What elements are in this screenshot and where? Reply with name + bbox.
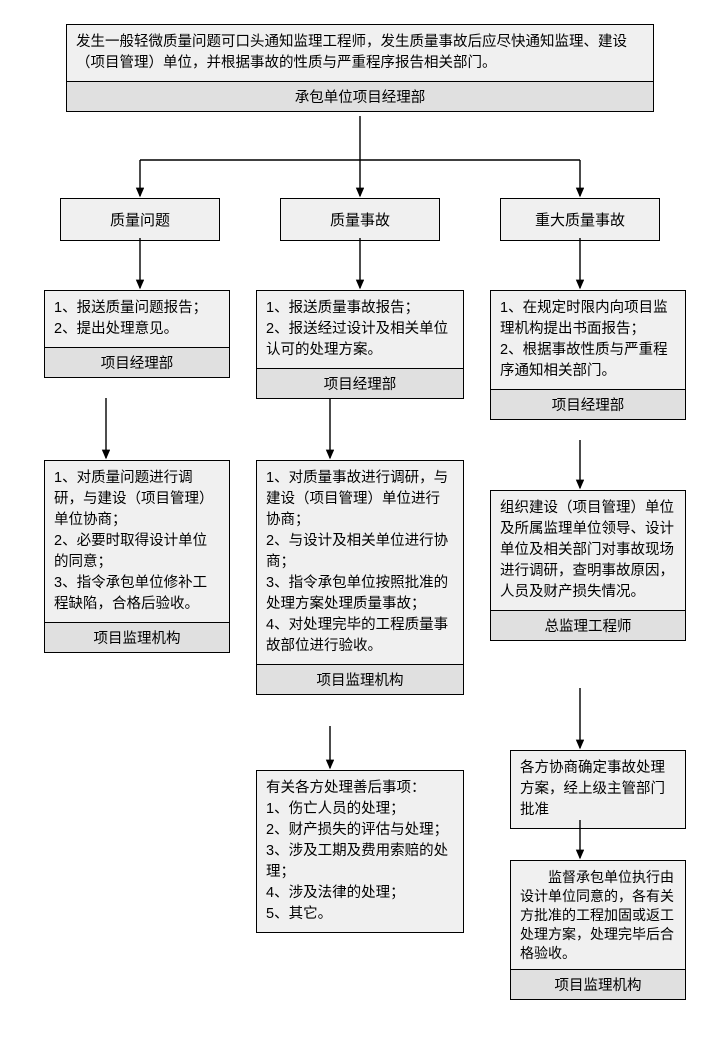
branch-left-title: 质量问题 [60,198,220,241]
right-step1: 1、在规定时限内向项目监理机构提出书面报告；2、根据事故性质与严重程序通知相关部… [490,290,686,420]
left-step1-text: 1、报送质量问题报告；2、提出处理意见。 [45,291,229,347]
root-box: 发生一般轻微质量问题可口头通知监理工程师，发生质量事故后应尽快通知监理、建设（项… [66,24,654,112]
branch-right-title: 重大质量事故 [500,198,660,241]
mid-step3: 有关各方处理善后事项：1、伤亡人员的处理；2、财产损失的评估与处理；3、涉及工期… [256,770,464,933]
left-step2-footer: 项目监理机构 [45,622,229,652]
mid-step1-text: 1、报送质量事故报告；2、报送经过设计及相关单位认可的处理方案。 [257,291,463,368]
mid-step2-text: 1、对质量事故进行调研，与建设（项目管理）单位进行协商；2、与设计及相关单位进行… [257,461,463,664]
right-step1-footer: 项目经理部 [491,389,685,419]
right-step4: 监督承包单位执行由设计单位同意的，各有关方批准的工程加固或返工处理方案，处理完毕… [510,860,686,1000]
mid-step1: 1、报送质量事故报告；2、报送经过设计及相关单位认可的处理方案。 项目经理部 [256,290,464,399]
branch-mid-title: 质量事故 [280,198,440,241]
root-footer: 承包单位项目经理部 [67,81,653,111]
root-text: 发生一般轻微质量问题可口头通知监理工程师，发生质量事故后应尽快通知监理、建设（项… [67,25,653,81]
mid-step3-text: 有关各方处理善后事项：1、伤亡人员的处理；2、财产损失的评估与处理；3、涉及工期… [257,771,463,932]
left-step1-footer: 项目经理部 [45,347,229,377]
right-step3-text: 各方协商确定事故处理方案，经上级主管部门批准 [511,751,685,828]
right-step4-text: 监督承包单位执行由设计单位同意的，各有关方批准的工程加固或返工处理方案，处理完毕… [511,861,685,969]
mid-step1-footer: 项目经理部 [257,368,463,398]
right-step2: 组织建设（项目管理）单位及所属监理单位领导、设计单位及相关部门对事故现场进行调研… [490,490,686,641]
mid-step2-footer: 项目监理机构 [257,664,463,694]
left-step2-text: 1、对质量问题进行调研，与建设（项目管理）单位协商；2、必要时取得设计单位的同意… [45,461,229,622]
right-step2-footer: 总监理工程师 [491,610,685,640]
right-step2-text: 组织建设（项目管理）单位及所属监理单位领导、设计单位及相关部门对事故现场进行调研… [491,491,685,610]
mid-step2: 1、对质量事故进行调研，与建设（项目管理）单位进行协商；2、与设计及相关单位进行… [256,460,464,695]
right-step3: 各方协商确定事故处理方案，经上级主管部门批准 [510,750,686,829]
right-step4-footer: 项目监理机构 [511,969,685,999]
left-step1: 1、报送质量问题报告；2、提出处理意见。 项目经理部 [44,290,230,378]
left-step2: 1、对质量问题进行调研，与建设（项目管理）单位协商；2、必要时取得设计单位的同意… [44,460,230,653]
right-step1-text: 1、在规定时限内向项目监理机构提出书面报告；2、根据事故性质与严重程序通知相关部… [491,291,685,389]
